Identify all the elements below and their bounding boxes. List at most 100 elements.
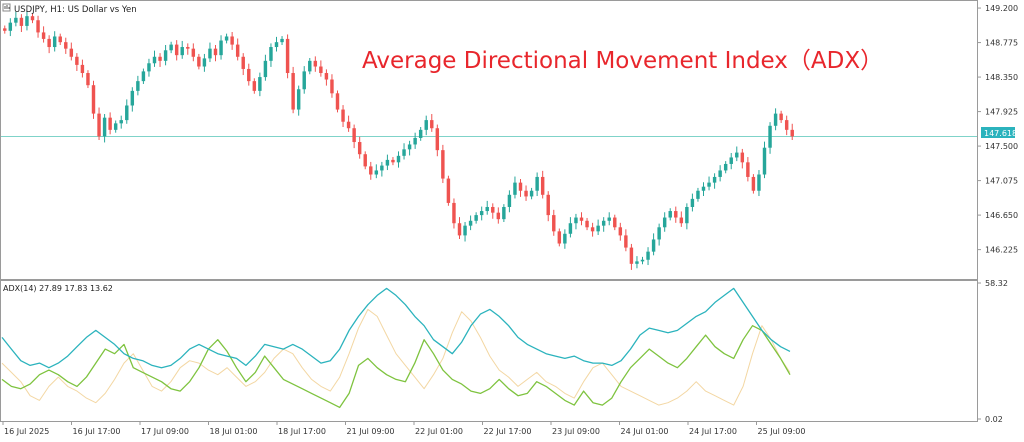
candle-body [357, 142, 362, 155]
candle-body [491, 206, 495, 213]
candle-body [280, 38, 284, 43]
time-tick-label: 25 Jul 09:00 [758, 427, 806, 436]
candle-body [141, 71, 146, 82]
price-tag-box [981, 127, 1015, 138]
candle-body [618, 227, 623, 236]
candle-body [557, 231, 562, 244]
candle-body [8, 22, 13, 31]
candle-body [552, 215, 556, 232]
candle-body [374, 170, 379, 175]
candle-body [402, 149, 406, 156]
candle-body [468, 220, 473, 226]
candle-body [563, 233, 567, 244]
candle-body [324, 73, 329, 80]
candle-body [685, 206, 689, 224]
candle-body [363, 154, 367, 167]
candle-body [457, 223, 462, 236]
candle-body [452, 202, 456, 224]
candle-body [235, 44, 240, 57]
candle-body [125, 105, 129, 121]
candle-body [518, 182, 523, 191]
candle-body [197, 56, 201, 67]
candle-body [202, 58, 207, 67]
candle-body [740, 152, 745, 163]
series-line-plusminus-di [1, 325, 791, 409]
candle-body [36, 20, 40, 33]
candle-body [657, 227, 661, 240]
candle-body [463, 225, 467, 236]
adx-tick-label: 58.32 [985, 279, 1008, 288]
adx-lines [1, 287, 791, 409]
time-tick-label: 17 Jul 09:00 [141, 427, 189, 436]
candle-body [19, 17, 24, 26]
candle-body [540, 176, 545, 195]
candle-body [646, 251, 650, 260]
candle-body [624, 235, 628, 248]
candle-body [596, 225, 600, 232]
candle-body [524, 190, 528, 197]
candle-body [258, 77, 262, 91]
candle-body [590, 227, 595, 232]
candle-body [585, 220, 589, 228]
candle-body [668, 211, 672, 218]
time-tick-label: 18 Jul 17:00 [278, 427, 326, 436]
candle-body [302, 71, 306, 90]
price-tick-label: 147.925 [985, 108, 1018, 117]
candle-body [269, 47, 273, 61]
symbol-icon-bars [4, 5, 10, 9]
candle-body [607, 217, 611, 221]
candle-body [169, 44, 173, 51]
candle-body [224, 36, 229, 41]
candle-body [80, 64, 85, 74]
chart-title: Average Directional Movement Index（ADX） [362, 48, 883, 74]
candle-body [507, 194, 512, 207]
candle-body [313, 60, 318, 67]
candle-body [723, 163, 728, 171]
candle-body [662, 217, 667, 228]
candle-body [418, 129, 423, 138]
time-tick-label: 22 Jul 01:00 [415, 427, 463, 436]
candle-body [369, 166, 373, 175]
candle-body [790, 129, 794, 137]
adx-label: ADX(14) 27.89 17.83 13.62 [3, 284, 113, 293]
candle-body [718, 170, 722, 177]
candle-body [147, 63, 151, 72]
series-line-minus-di [1, 308, 791, 406]
candle-body [640, 259, 645, 262]
candle-body [247, 68, 251, 82]
candle-body [712, 176, 717, 183]
candle-body [601, 220, 606, 226]
candle-body [413, 137, 417, 145]
candle-body [430, 120, 434, 129]
candle-body [230, 36, 234, 45]
candle-body [679, 217, 684, 224]
candle-body [773, 113, 778, 126]
price-tick-label: 148.350 [985, 73, 1018, 82]
adx-axis: 58.32 0.02 [977, 279, 1008, 424]
price-tag: 147.618 [984, 129, 1017, 138]
candle-body [529, 190, 534, 197]
candle-body [735, 152, 739, 158]
candle-body [108, 117, 112, 130]
candle-body [441, 150, 445, 179]
price-tick-label: 146.225 [985, 246, 1018, 255]
candle-body [241, 56, 245, 69]
candle-body [69, 48, 74, 57]
candle-body [252, 81, 257, 91]
candle-body [424, 120, 428, 130]
time-tick-label: 16 Jul 2025 [4, 427, 49, 436]
candle-body [779, 113, 783, 121]
candle-body [635, 261, 639, 264]
candle-body [762, 147, 767, 175]
candle-body [158, 56, 162, 61]
candle-body [174, 44, 179, 56]
candle-body [513, 182, 517, 195]
series-line-adx [1, 287, 791, 369]
candle-body [407, 144, 412, 150]
candle-body [757, 174, 761, 191]
candle-body [213, 48, 218, 56]
candle-body [102, 117, 107, 137]
candle-body [474, 215, 478, 221]
